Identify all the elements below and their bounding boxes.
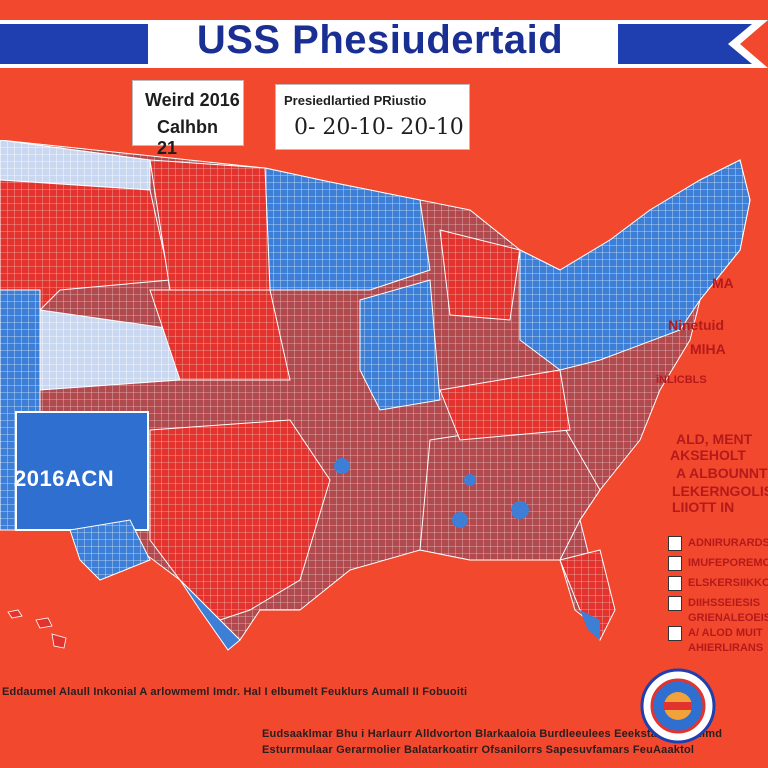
info-box-range: Presiedlartied PRiustio 0- 20-10- 20-10 xyxy=(275,84,470,150)
state-annotation: ALD, MENT xyxy=(676,431,753,447)
florida-region xyxy=(559,549,616,641)
banner-ribbon xyxy=(0,20,768,68)
map-title: USS Phesiudertaid xyxy=(196,18,564,62)
info-range-title: Presiedlartied PRiustio xyxy=(284,93,427,108)
upper-midwest-blue-region xyxy=(264,167,431,291)
official-seal-icon xyxy=(640,668,716,744)
state-annotation: iNLICBLS xyxy=(656,374,707,386)
gulf-coast-blue-region xyxy=(179,579,241,651)
legend-checkbox[interactable] xyxy=(668,576,682,591)
info-subtitle-line: Calhbn 21 xyxy=(157,117,218,158)
state-annotation: LIIOTT IN xyxy=(672,499,735,515)
info-range-values: 0- 20-10- 20-10 xyxy=(294,115,464,140)
legend-checkbox[interactable] xyxy=(668,626,682,641)
great-lakes-blue-region xyxy=(359,279,441,411)
city-blue-dot xyxy=(334,458,350,474)
florida-south-blue xyxy=(580,610,600,640)
legend-item: AHIERLIRANS xyxy=(688,642,764,654)
us-county-map xyxy=(0,140,751,651)
state-annotation: A ALBOUNNT xyxy=(676,465,768,481)
appalachia-red-region xyxy=(439,369,571,441)
state-annotation: Ninetuid xyxy=(668,317,724,333)
city-blue-dot xyxy=(511,501,529,519)
legend-item: DIIHSSEIESIS xyxy=(688,597,761,609)
legend-item: IMUFEPOREMOS xyxy=(688,557,768,569)
legend-checkbox[interactable] xyxy=(668,536,682,551)
footer-caption-line: Eddaumel Alaull Inkonial A arlowmeml Imd… xyxy=(2,686,468,698)
map-region-label: 2016ACN xyxy=(14,466,115,491)
hawaii-islands xyxy=(7,609,67,649)
legend-checkbox[interactable] xyxy=(668,556,682,571)
legend-item: ADNIRURARDS xyxy=(688,537,768,549)
state-annotation: AKSEHOLT xyxy=(670,447,746,463)
footer-caption-line: Eudsaaklmar Bhu i Harlaurr Alldvorton Bl… xyxy=(262,728,723,740)
state-annotation: MA xyxy=(712,275,734,291)
info-box-year: Weird 2016 Calhbn 21 xyxy=(132,80,244,158)
legend-item: GRIENALEOEIS xyxy=(688,612,768,624)
southern-texas-blue-region xyxy=(69,519,151,581)
footer-caption-line: Esturrmulaar Gerarmolier Balatarkoatirr … xyxy=(262,744,695,756)
western-red-region xyxy=(0,179,171,331)
legend-checkbox[interactable] xyxy=(668,596,682,611)
city-blue-dot xyxy=(452,512,468,528)
northeast-blue-region xyxy=(519,159,751,371)
state-annotation: LEKERNGOLIS xyxy=(672,483,768,499)
northern-plains-red-region xyxy=(149,159,271,291)
texas-red-region xyxy=(149,419,331,621)
state-annotation: MlHA xyxy=(690,341,726,357)
southwest-blue-region xyxy=(15,411,149,531)
central-red-region xyxy=(149,289,291,381)
info-year-line: Weird 2016 xyxy=(145,90,240,110)
city-blue-dot xyxy=(464,474,476,486)
legend-item: ELSKERSIIKKOIS xyxy=(688,577,768,589)
legend-item: A/ ALOD MUIT xyxy=(688,627,763,639)
title-banner: USS Phesiudertaid xyxy=(0,14,768,74)
michigan-region xyxy=(439,229,521,321)
